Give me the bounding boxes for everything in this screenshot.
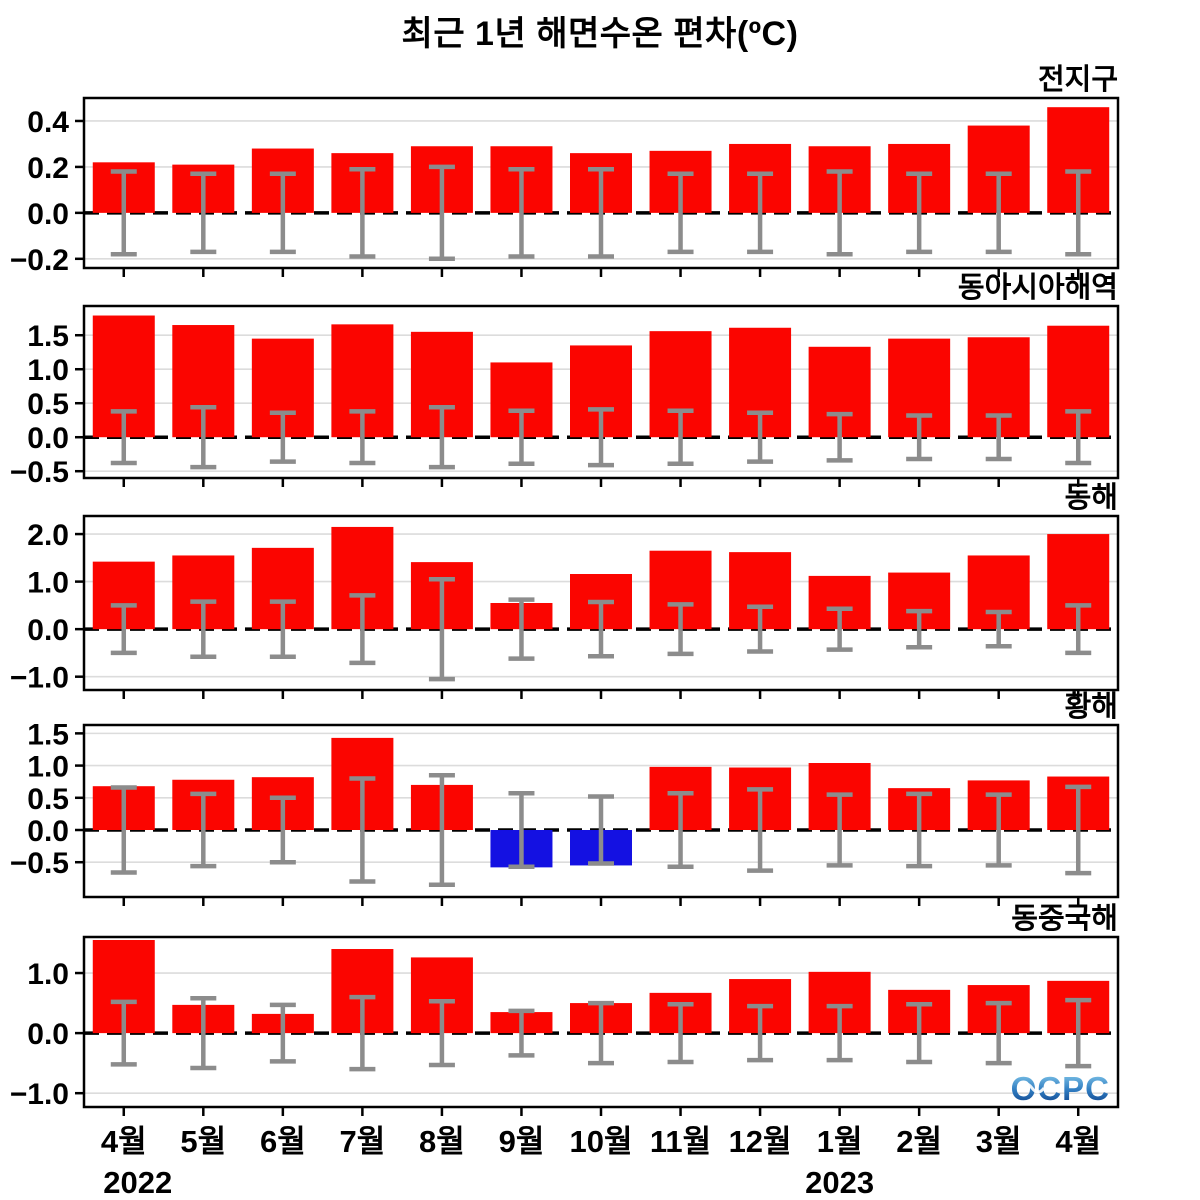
y-tick-label: 2.0 <box>27 519 69 552</box>
x-month-label: 1월 <box>817 1124 863 1159</box>
x-month-label: 8월 <box>419 1124 465 1159</box>
x-month-label: 5월 <box>180 1124 226 1159</box>
y-tick-label: 1.5 <box>27 718 69 751</box>
y-tick-label: 0.4 <box>27 106 69 139</box>
y-tick-label: 0.0 <box>27 1018 69 1051</box>
ocpc-logo: OCPC <box>1011 1070 1110 1107</box>
panel-title: 황해 <box>1065 690 1118 723</box>
y-tick-label: 0.0 <box>27 422 69 455</box>
y-tick-label: 1.0 <box>27 958 69 991</box>
y-tick-label: 0.5 <box>27 783 69 816</box>
figure-title: 최근 1년 해면수온 편차(ºC) <box>401 15 799 53</box>
year-label-right: 2023 <box>805 1165 874 1200</box>
x-month-label: 2월 <box>896 1124 942 1159</box>
y-tick-label: −0.5 <box>10 456 69 489</box>
logo-wave-icon <box>1018 1082 1046 1094</box>
x-month-label: 7월 <box>340 1124 386 1159</box>
x-month-label: 4월 <box>101 1124 147 1159</box>
x-month-label: 11월 <box>650 1124 711 1159</box>
y-tick-label: 0.0 <box>27 815 69 848</box>
panel-title: 동해 <box>1065 481 1118 514</box>
y-tick-label: −1.0 <box>10 662 69 695</box>
y-tick-label: 1.5 <box>27 320 69 353</box>
year-label-left: 2022 <box>103 1165 172 1200</box>
x-month-label: 12월 <box>729 1124 792 1159</box>
y-tick-label: 1.0 <box>27 751 69 784</box>
panel-title: 전지구 <box>1038 63 1118 96</box>
y-tick-label: 1.0 <box>27 567 69 600</box>
x-month-label: 10월 <box>569 1124 632 1159</box>
panel-title: 동중국해 <box>1011 902 1118 935</box>
y-tick-label: 0.2 <box>27 152 69 185</box>
panel-title: 동아시아해역 <box>958 271 1118 304</box>
x-month-label: 9월 <box>499 1124 545 1159</box>
y-tick-label: 0.5 <box>27 388 69 421</box>
y-tick-label: 0.0 <box>27 198 69 231</box>
x-month-label: 4월 <box>1055 1124 1101 1159</box>
x-month-label: 3월 <box>976 1124 1022 1159</box>
x-month-label: 6월 <box>260 1124 306 1159</box>
y-tick-label: 1.0 <box>27 354 69 387</box>
y-tick-label: 0.0 <box>27 614 69 647</box>
y-tick-label: −1.0 <box>10 1078 69 1111</box>
y-tick-label: −0.2 <box>10 244 69 277</box>
y-tick-label: −0.5 <box>10 847 69 880</box>
